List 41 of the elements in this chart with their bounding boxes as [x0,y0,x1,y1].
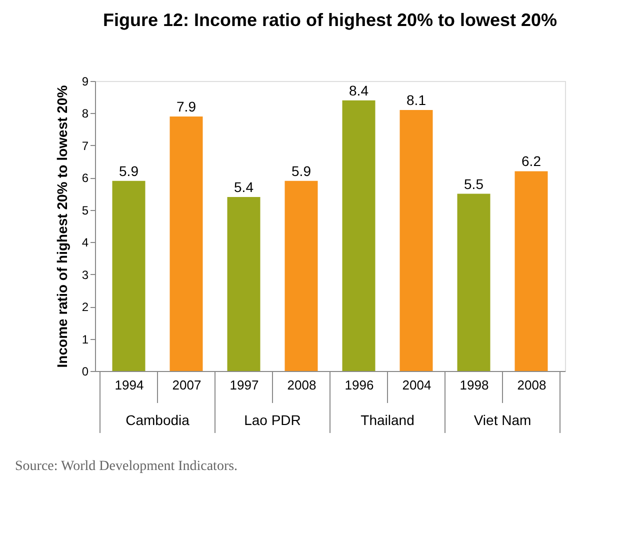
y-tick-label: 6 [82,171,89,186]
x-tick-label: 1998 [460,378,489,392]
data-label: 5.9 [292,162,312,179]
text: Cambodia [126,412,190,428]
x-tick-label: 2007 [172,378,202,392]
x-tick-label: 1997 [230,378,259,392]
bar [284,180,318,371]
bar [342,100,376,371]
y-tick-label: 4 [82,236,89,250]
x-tick-label: 1994 [114,378,144,392]
bar [400,110,433,371]
text: Lao PDR [244,412,301,428]
y-tick-label: 9 [82,74,89,88]
y-tick-label: 0 [82,364,89,378]
data-label: 5.9 [119,162,139,179]
x-tick-label: 2004 [402,378,432,392]
data-label: 8.1 [406,92,426,108]
y-tick-label: 8 [82,106,89,121]
y-tick-label: 2 [82,300,89,314]
bar [112,180,146,371]
text: Viet Nam [474,412,532,428]
y-axis-title: Income ratio of highest 20% to lowest 20% [54,84,70,368]
data-label: 6.2 [522,153,542,170]
bar [457,194,490,371]
x-tick-label: 1996 [344,378,374,392]
bar [170,116,203,371]
chart-title: Figure 12: Income ratio of highest 20% to lowest 20% [102,10,558,30]
data-label: 5.5 [464,176,484,192]
text: Thailand [360,412,414,428]
y-tick-label: 1 [82,332,89,346]
bar [514,171,548,371]
data-label: 8.4 [349,82,369,98]
y-tick-label: 5 [82,203,89,218]
y-tick-label: 7 [82,138,89,153]
y-tick-label: 3 [82,268,89,282]
data-label: 5.4 [234,179,254,195]
x-tick-label: 2008 [287,378,316,392]
bar [227,197,260,371]
x-tick-label: 2008 [517,378,546,392]
source-note: Source: World Development Indicators. [15,459,238,474]
data-label: 7.9 [176,98,196,114]
